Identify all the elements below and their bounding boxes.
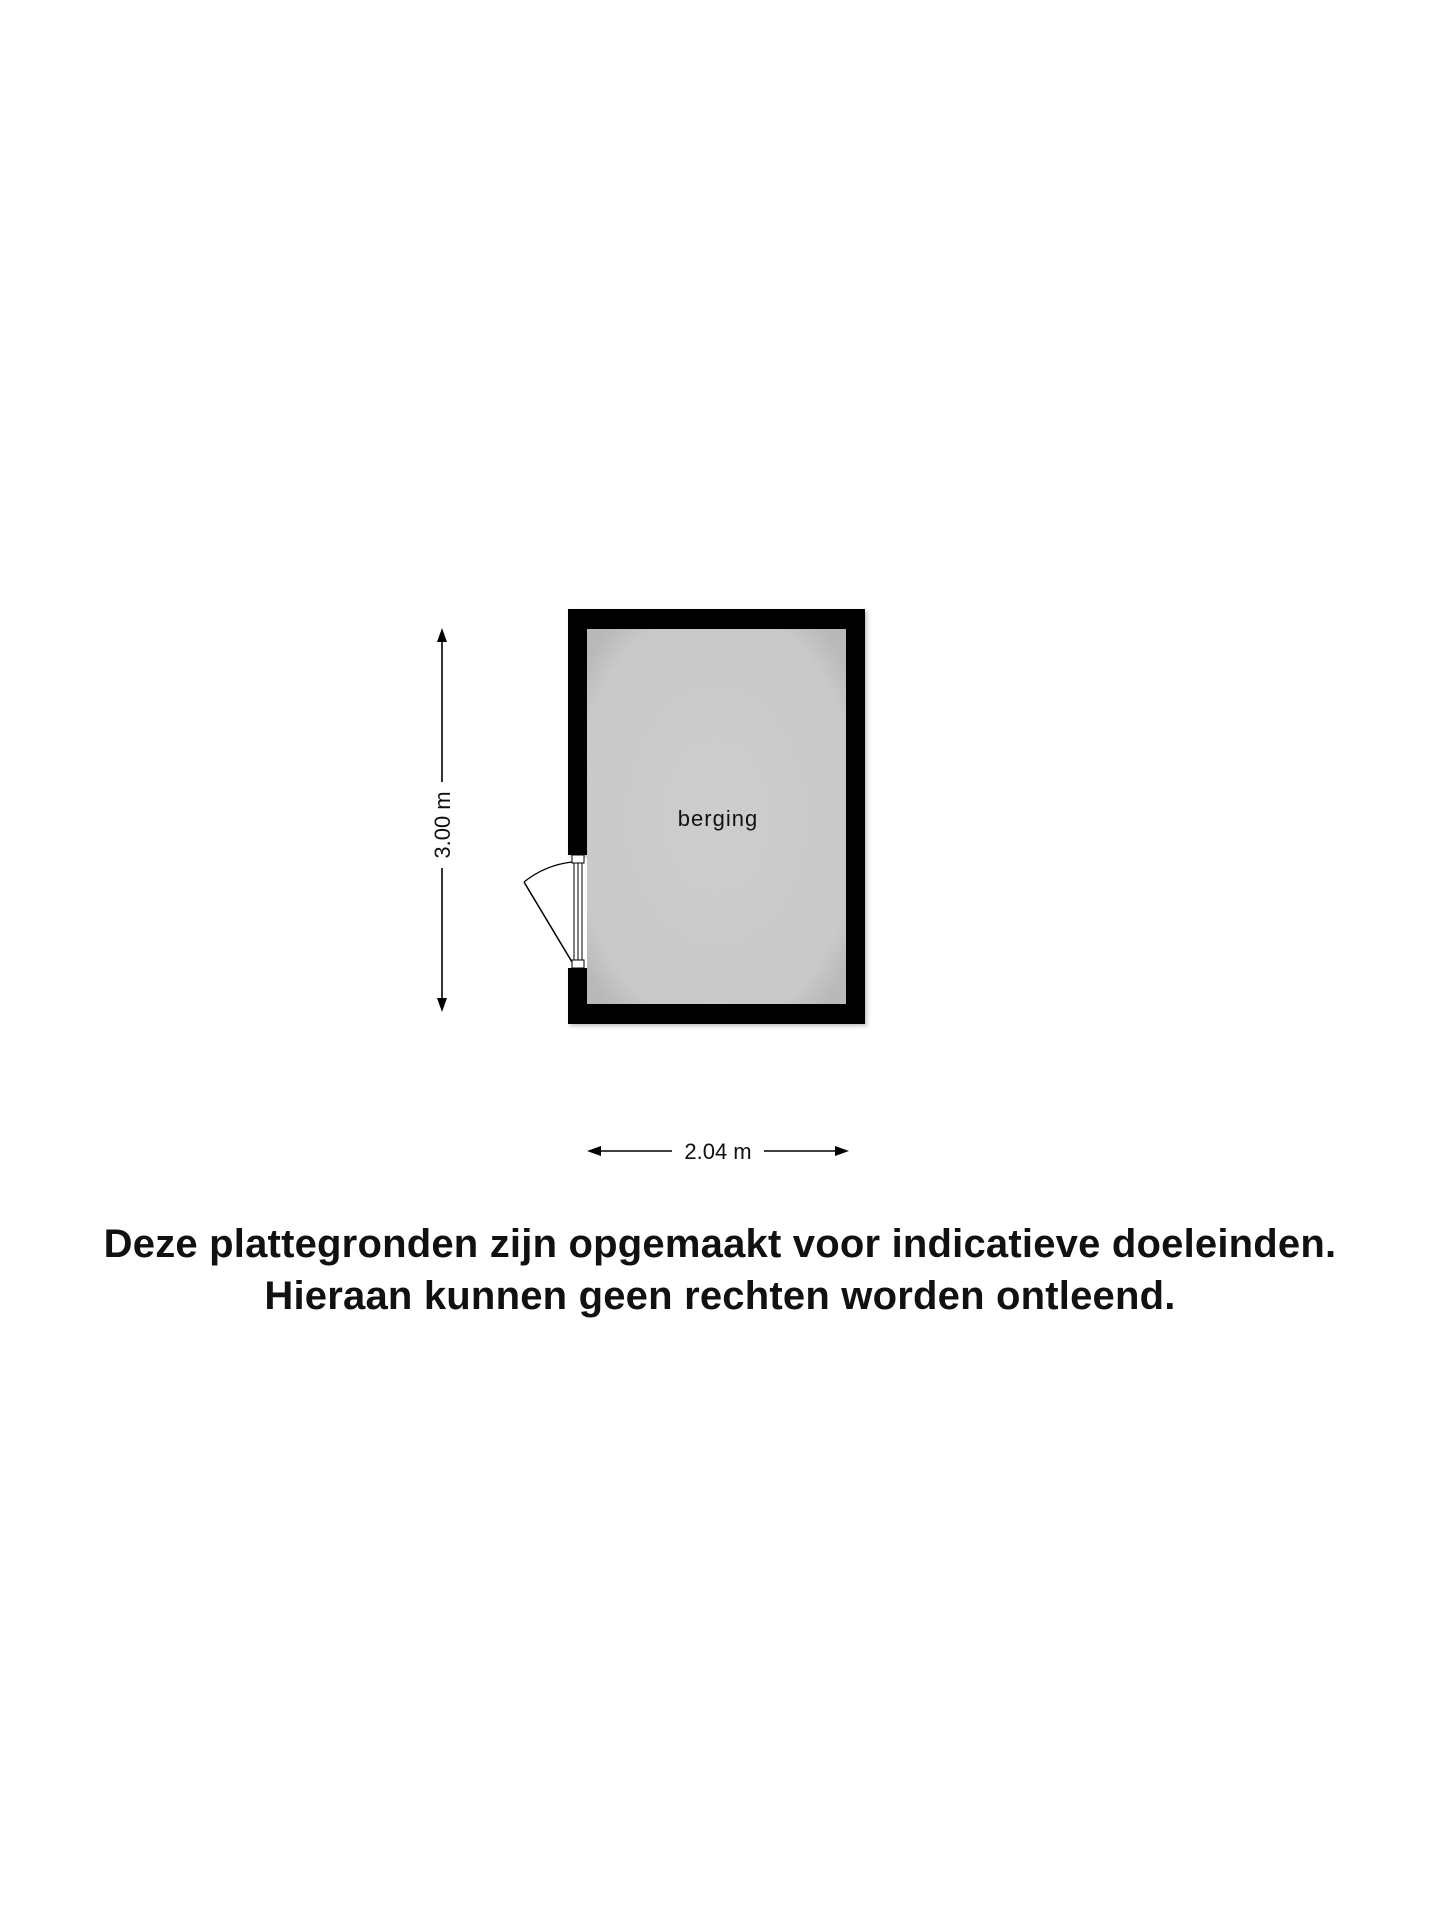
- wall-left-upper: [568, 609, 587, 855]
- disclaimer-line-2: Hieraan kunnen geen rechten worden ontle…: [264, 1274, 1176, 1318]
- arrow-right-icon: [835, 1146, 849, 1156]
- door-leaf: [523, 881, 573, 963]
- arrow-down-icon: [437, 998, 447, 1012]
- wall-left-lower: [568, 968, 587, 1024]
- room-floor: [587, 629, 846, 1004]
- disclaimer-line-1: Deze plattegronden zijn opgemaakt voor i…: [103, 1222, 1337, 1266]
- room-walls: [568, 609, 865, 1024]
- door-jamb-top: [571, 854, 585, 864]
- width-label: 2.04 m: [684, 1139, 751, 1164]
- width-dimension: 2.04 m: [587, 1139, 849, 1164]
- arrow-left-icon: [587, 1146, 601, 1156]
- wall-right: [846, 609, 865, 1024]
- height-label: 3.00 m: [430, 791, 455, 858]
- door-swing-arc: [523, 861, 573, 883]
- door-jamb-bottom: [571, 959, 585, 969]
- room-label: berging: [678, 806, 758, 831]
- door: [523, 854, 585, 969]
- height-dimension: 3.00 m: [430, 628, 455, 1012]
- arrow-up-icon: [437, 628, 447, 642]
- wall-top: [568, 609, 865, 629]
- wall-bottom: [568, 1004, 865, 1024]
